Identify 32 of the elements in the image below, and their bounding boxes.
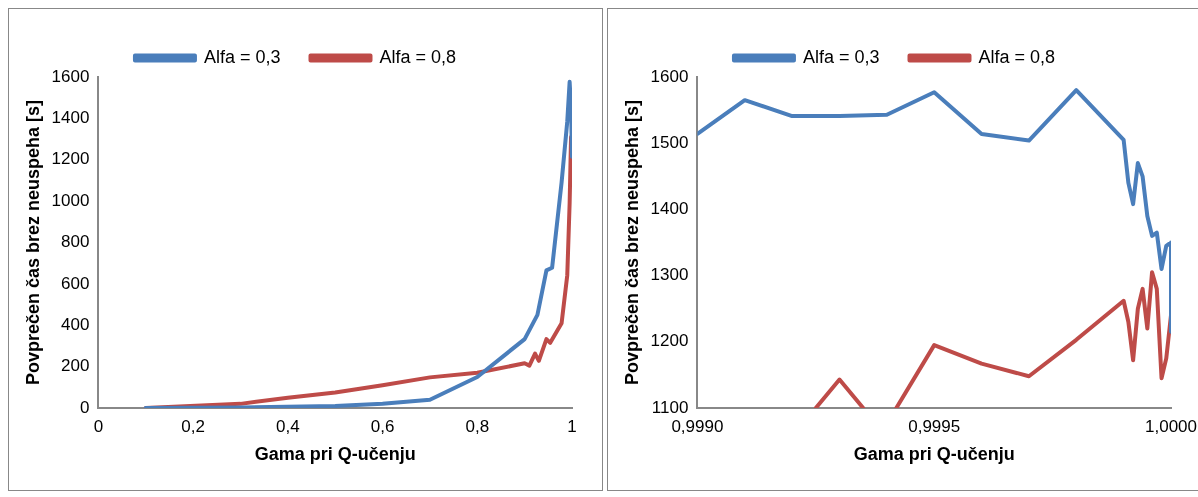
y-tick-label: 1600 bbox=[51, 66, 90, 86]
legend-label: Alfa = 0,8 bbox=[379, 46, 457, 67]
y-tick-label: 1100 bbox=[651, 397, 689, 417]
y-tick-label: 1500 bbox=[650, 132, 689, 152]
x-axis-title: Gama pri Q-učenju bbox=[254, 444, 416, 465]
y-tick-label: 1200 bbox=[650, 331, 689, 351]
x-tick-label: 0,9995 bbox=[908, 416, 961, 436]
x-tick-label: 0 bbox=[93, 416, 104, 436]
x-tick-label: 0,2 bbox=[181, 416, 205, 436]
y-tick-label: 1400 bbox=[650, 199, 689, 219]
y-tick-label: 400 bbox=[61, 314, 90, 334]
legend-label: Alfa = 0,3 bbox=[802, 46, 880, 67]
x-tick-label: 1,0000 bbox=[1145, 416, 1197, 436]
legend-label: Alfa = 0,8 bbox=[978, 46, 1056, 67]
x-tick-label: 0,6 bbox=[370, 416, 395, 436]
y-tick-label: 0 bbox=[79, 397, 90, 417]
y-tick-label: 200 bbox=[61, 356, 90, 376]
y-tick-label: 1000 bbox=[51, 190, 90, 210]
y-tick-label: 1600 bbox=[650, 66, 689, 86]
y-tick-label: 1400 bbox=[51, 108, 90, 128]
x-tick-label: 0,9990 bbox=[671, 416, 724, 436]
y-tick-label: 800 bbox=[61, 232, 90, 252]
y-tick-label: 1200 bbox=[51, 149, 90, 169]
y-axis-title: Povprečen čas brez neuspeha [s] bbox=[22, 99, 43, 386]
y-axis-title: Povprečen čas brez neuspeha [s] bbox=[621, 99, 642, 386]
x-tick-label: 0,8 bbox=[465, 416, 490, 436]
y-tick-label: 600 bbox=[61, 273, 90, 293]
y-tick-label: 1300 bbox=[650, 265, 689, 285]
x-tick-label: 0,4 bbox=[276, 416, 300, 436]
x-tick-label: 1 bbox=[567, 416, 577, 436]
legend-label: Alfa = 0,3 bbox=[203, 46, 281, 67]
x-axis-title: Gama pri Q-učenju bbox=[853, 444, 1015, 465]
